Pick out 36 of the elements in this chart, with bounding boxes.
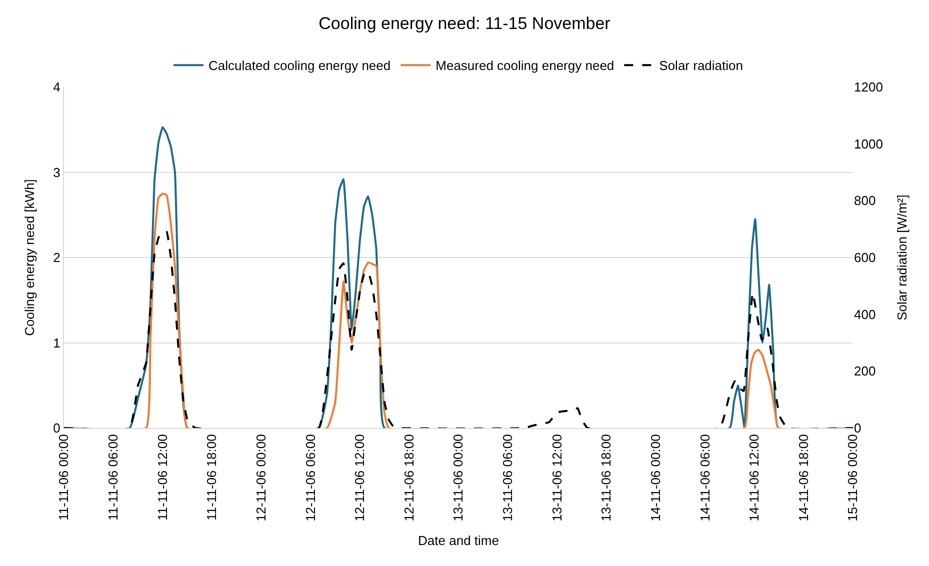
y-tick-label: 4: [53, 80, 60, 95]
y2-tick-label: 800: [854, 193, 876, 208]
x-tick-label: 13-11-06 06:00: [500, 434, 516, 522]
y2-tick-label: 600: [854, 250, 876, 266]
x-tick-label: 12-11-06 18:00: [401, 434, 416, 522]
chart-title: Cooling energy need: 11-15 November: [318, 14, 611, 33]
x-tick-label: 11-11-06 06:00: [106, 434, 121, 520]
y-tick-label: 0: [53, 420, 60, 436]
x-axis-title: Date and time: [418, 533, 499, 548]
x-tick-label: 12-11-06 06:00: [302, 434, 318, 522]
y2-tick-label: 1200: [854, 80, 883, 95]
x-tick-label: 12-11-06 12:00: [352, 434, 368, 522]
y2-tick-label: 1000: [854, 136, 883, 152]
x-tick-label: 13-11-06 18:00: [598, 434, 614, 522]
y2-tick-label: 400: [854, 306, 876, 322]
x-tick-label: 14-11-06 06:00: [697, 434, 712, 522]
y-tick-label: 2: [53, 250, 60, 266]
x-tick-label: 11-11-06 18:00: [204, 434, 220, 520]
y-axis-title: Cooling energy need [kWh]: [22, 179, 38, 336]
x-tick-label: 13-11-06 00:00: [450, 434, 466, 522]
x-tick-label: 14-11-06 12:00: [746, 434, 762, 522]
legend-label: Solar radiation: [659, 58, 743, 74]
x-tick-label: 11-11-06 00:00: [56, 434, 72, 520]
x-tick-label: 11-11-06 12:00: [154, 434, 170, 520]
y2-axis-title: Solar radiation [W/m²]: [894, 194, 910, 320]
x-tick-label: 13-11-06 12:00: [549, 434, 564, 522]
x-tick-label: 15-11-06 00:00: [845, 434, 860, 522]
legend-label: Calculated cooling energy need: [208, 58, 391, 74]
y2-tick-label: 200: [854, 364, 876, 379]
y-tick-label: 1: [53, 335, 60, 350]
y2-tick-label: 0: [854, 420, 862, 436]
y-tick-label: 3: [53, 164, 60, 180]
x-tick-label: 12-11-06 00:00: [253, 434, 268, 522]
x-tick-label: 14-11-06 00:00: [648, 434, 663, 522]
x-tick-label: 14-11-06 18:00: [796, 434, 811, 522]
legend-label: Measured cooling energy need: [436, 58, 614, 74]
